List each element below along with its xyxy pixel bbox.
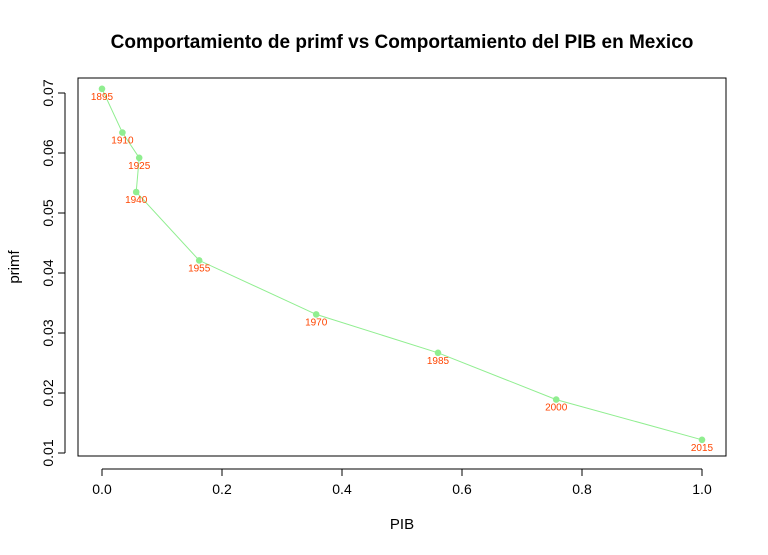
x-tick-label: 0.8 bbox=[572, 481, 592, 497]
x-tick-label: 0.4 bbox=[332, 481, 352, 497]
x-axis-label: PIB bbox=[390, 516, 414, 533]
point-label: 1955 bbox=[188, 263, 211, 274]
point-label: 1895 bbox=[91, 92, 114, 103]
data-point bbox=[434, 349, 442, 357]
point-label: 2000 bbox=[545, 403, 568, 414]
y-tick-label: 0.02 bbox=[40, 379, 56, 406]
point-label: 1940 bbox=[125, 195, 148, 206]
y-axis-label: primf bbox=[6, 250, 23, 284]
y-axis: 0.01 0.02 0.03 0.04 0.05 0.06 0.07 bbox=[40, 79, 66, 467]
data-point bbox=[195, 257, 203, 264]
data-point bbox=[132, 188, 140, 196]
chart-title: Comportamiento de primf vs Comportamient… bbox=[111, 32, 694, 53]
data-point bbox=[98, 85, 106, 93]
plot-frame bbox=[77, 77, 727, 457]
point-label: 2015 bbox=[691, 443, 714, 454]
y-tick-label: 0.05 bbox=[40, 199, 56, 226]
y-tick-label: 0.06 bbox=[40, 139, 56, 166]
y-tick-label: 0.01 bbox=[40, 439, 56, 466]
series-layer: 1895 1910 1925 1940 1955 1970 1985 2000 2015 bbox=[91, 85, 714, 454]
data-point bbox=[312, 311, 320, 318]
x-tick-label: 0.0 bbox=[92, 481, 112, 497]
data-point bbox=[698, 436, 706, 444]
data-point bbox=[119, 129, 126, 136]
point-label: 1925 bbox=[128, 161, 151, 172]
y-tick-label: 0.07 bbox=[40, 79, 56, 106]
x-tick-label: 1.0 bbox=[692, 481, 712, 497]
data-point bbox=[552, 396, 560, 403]
data-point bbox=[135, 154, 143, 162]
point-label: 1910 bbox=[111, 136, 134, 147]
x-tick-label: 0.2 bbox=[212, 481, 232, 497]
point-label: 1985 bbox=[427, 356, 450, 367]
point-label: 1970 bbox=[305, 317, 328, 328]
x-axis: 0.0 0.2 0.4 0.6 0.8 1.0 bbox=[92, 468, 712, 497]
y-tick-label: 0.04 bbox=[40, 259, 56, 286]
y-tick-label: 0.03 bbox=[40, 319, 56, 346]
x-tick-label: 0.6 bbox=[452, 481, 472, 497]
